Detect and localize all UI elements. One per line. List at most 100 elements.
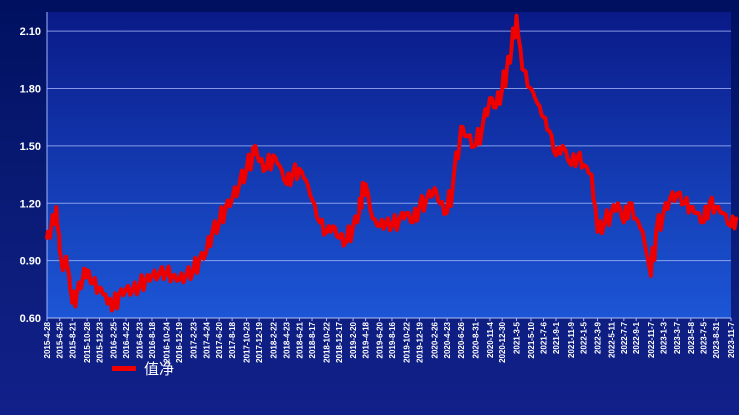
x-tick-label: 2017-6-20 [215, 321, 224, 358]
data-point [102, 293, 107, 297]
data-point [509, 48, 513, 52]
data-point [661, 211, 666, 215]
legend-swatch [112, 366, 136, 371]
x-tick-label: 2018-8-17 [308, 321, 317, 358]
data-point [411, 220, 415, 224]
data-point [569, 163, 573, 167]
data-point [500, 86, 504, 91]
x-tick-label: 2020-8-31 [472, 321, 481, 358]
x-tick-label: 2021-9-1 [552, 321, 561, 354]
x-tick-label: 2020-4-23 [443, 321, 452, 358]
x-tick-label: 2018-10-22 [323, 321, 332, 362]
data-point [191, 268, 196, 272]
x-tick-label: 2016-4-22 [122, 321, 131, 358]
x-tick-label: 2019-2-20 [349, 321, 358, 358]
data-point [360, 192, 364, 196]
data-point [251, 153, 255, 157]
data-point [264, 167, 268, 171]
data-point [210, 230, 214, 234]
data-point [595, 230, 600, 234]
x-tick-label: 2022-5-11 [607, 321, 616, 358]
x-tick-label: 2018-2-22 [269, 321, 278, 358]
x-tick-label: 2021-7-6 [539, 321, 548, 354]
data-point [130, 289, 134, 293]
data-point [371, 216, 375, 221]
data-point [702, 220, 706, 224]
data-point [310, 197, 314, 201]
data-point [253, 144, 257, 148]
data-point [480, 125, 484, 129]
x-tick-label: 2017-2-23 [189, 321, 198, 358]
x-tick-label: 2020-11-4 [486, 321, 495, 358]
data-point [61, 268, 65, 272]
series-line [45, 13, 739, 313]
y-tick-label: 0.90 [20, 256, 41, 268]
data-point [290, 173, 295, 177]
y-tick-label: 2.10 [20, 26, 41, 38]
data-point [683, 201, 687, 205]
data-point [150, 274, 154, 278]
x-tick-label: 2018-6-21 [296, 321, 305, 358]
data-point [45, 236, 49, 240]
data-point [138, 283, 142, 288]
data-point [689, 205, 693, 209]
x-tick-label: 2021-11-9 [567, 321, 576, 358]
data-point [184, 274, 188, 278]
x-tick-label: 2019-4-18 [362, 321, 371, 358]
data-point [357, 211, 361, 215]
y-tick-label: 1.50 [20, 141, 41, 153]
x-tick-label: 2016-2-25 [110, 321, 119, 358]
legend-label: 值净 [144, 360, 175, 378]
data-point [405, 211, 409, 215]
data-point [217, 220, 221, 224]
data-point [582, 163, 586, 167]
data-point [438, 201, 442, 205]
x-tick-label: 2015-4-28 [43, 321, 52, 358]
data-point [445, 211, 449, 215]
data-point [337, 236, 341, 240]
x-tick-label: 2017-8-18 [228, 321, 237, 358]
x-tick-label: 2021-5-10 [527, 321, 536, 358]
x-tick-label: 2019-12-19 [415, 321, 424, 362]
data-point [384, 220, 388, 224]
data-point [364, 182, 368, 186]
legend: 值净 [112, 358, 174, 379]
x-tick-label: 2022-1-5 [580, 321, 589, 354]
data-point [616, 201, 620, 205]
data-point [675, 192, 679, 196]
data-point [390, 224, 394, 228]
data-point [634, 216, 638, 221]
data-point [424, 197, 428, 201]
data-point [474, 144, 478, 148]
x-tick-label: 2018-12-17 [335, 321, 344, 362]
x-tick-label: 2023-5-8 [687, 321, 696, 354]
data-point [271, 153, 275, 157]
data-point [433, 186, 437, 190]
data-point [734, 216, 738, 221]
x-tick-label: 2016-10-24 [163, 321, 172, 362]
data-point [197, 259, 201, 263]
data-point [417, 205, 421, 209]
data-point [144, 278, 148, 282]
data-point [177, 278, 181, 282]
x-tick-label: 2015-8-21 [68, 321, 77, 358]
data-point [171, 274, 175, 278]
data-point [654, 230, 658, 234]
data-point [106, 301, 110, 305]
data-point [58, 249, 62, 253]
data-point [649, 274, 653, 278]
data-point [377, 224, 381, 228]
data-point [344, 239, 348, 244]
x-tick-label: 2016-12-19 [175, 321, 184, 362]
data-point [602, 220, 607, 224]
data-point [398, 216, 402, 221]
x-tick-label: 2020-12-30 [498, 321, 507, 362]
data-point [75, 293, 79, 297]
data-point [488, 96, 492, 100]
data-point [622, 220, 626, 224]
data-point [304, 178, 308, 182]
data-point [729, 224, 733, 228]
data-point [721, 211, 725, 215]
data-point [331, 224, 335, 228]
